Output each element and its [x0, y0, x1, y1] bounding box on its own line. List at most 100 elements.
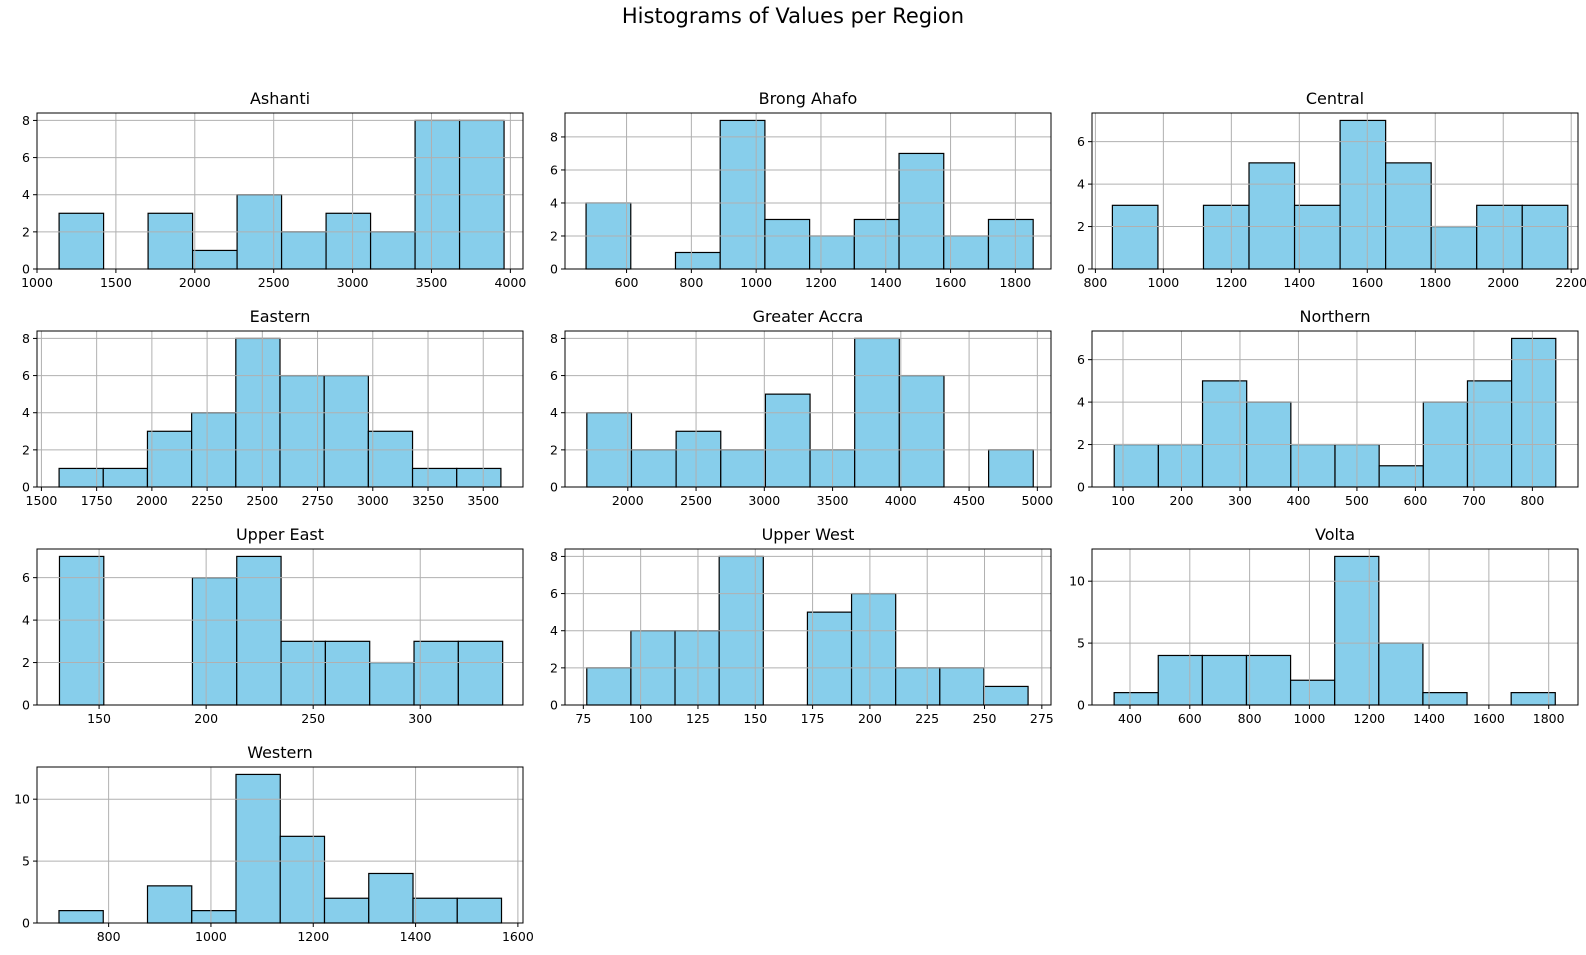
x-tick-label: 4000: [494, 275, 526, 290]
x-tick-label: 200: [1170, 493, 1194, 508]
histogram-bar: [368, 872, 414, 924]
x-tick-label: 3500: [817, 493, 849, 508]
y-tick-label: 0: [550, 698, 558, 713]
x-tick-label: 250: [301, 711, 325, 726]
x-tick-label: 500: [1345, 493, 1369, 508]
x-tick-label: 1200: [1353, 711, 1385, 726]
histogram-bar: [1113, 692, 1159, 706]
x-tick-label: 3250: [412, 493, 444, 508]
y-tick-label: 10: [14, 792, 30, 807]
x-tick-label: 600: [615, 275, 639, 290]
y-tick-label: 2: [1077, 219, 1085, 234]
histogram-bar: [413, 640, 459, 706]
histogram-bar: [102, 467, 149, 488]
x-tick-label: 1600: [1473, 711, 1505, 726]
axes-frame: [36, 112, 524, 270]
axes-frame: [1091, 548, 1579, 706]
y-tick-label: 2: [1077, 437, 1085, 452]
y-tick-label: 0: [22, 916, 30, 931]
x-tick-label: 800: [679, 275, 703, 290]
y-tick-label: 0: [22, 698, 30, 713]
histogram-bar: [1201, 654, 1248, 706]
histogram-bar: [1290, 443, 1336, 488]
y-tick-label: 2: [22, 655, 30, 670]
x-tick-label: 2250: [191, 493, 223, 508]
histogram-bar: [898, 152, 945, 270]
x-tick-label: 100: [629, 711, 653, 726]
y-tick-label: 8: [550, 549, 558, 564]
axes-frame: [564, 112, 1052, 270]
histogram-bar: [1293, 204, 1341, 270]
histogram-bar: [411, 467, 458, 488]
x-tick-label: 150: [87, 711, 111, 726]
histogram-bar: [280, 640, 326, 706]
panel-title: Eastern: [250, 307, 311, 326]
histogram-bar: [146, 885, 193, 924]
x-tick-label: 1800: [999, 275, 1031, 290]
histogram-bar: [235, 773, 281, 924]
histogram-bar: [1339, 119, 1387, 270]
x-tick-label: 1400: [1283, 275, 1315, 290]
panel-title: Upper East: [236, 525, 324, 544]
axes-frame: [564, 548, 1052, 706]
x-tick-label: 300: [1228, 493, 1252, 508]
y-tick-label: 6: [22, 570, 30, 585]
y-tick-label: 4: [1077, 177, 1085, 192]
y-tick-label: 0: [550, 262, 558, 277]
histogram-bar: [675, 430, 722, 488]
x-tick-label: 300: [408, 711, 432, 726]
x-tick-label: 250: [973, 711, 997, 726]
panel-title: Ashanti: [250, 89, 310, 108]
histogram-panel: Ashanti 1000 1500 2000 2500 3000 3500 4000 0 2 4 6 8: [21, 89, 526, 290]
panel-title: Central: [1306, 89, 1364, 108]
histogram-bar: [720, 449, 767, 488]
histogram-bar: [1378, 465, 1424, 488]
histogram-bar: [1476, 204, 1523, 270]
x-tick-label: 3500: [416, 275, 448, 290]
histogram-bar: [895, 667, 941, 706]
histogram-bar: [367, 430, 414, 488]
histogram-panel: Upper West 75 100 125 150 175 200 225 250 275 0 2 4 6…: [550, 525, 1054, 726]
histogram-bar: [58, 555, 105, 706]
histogram-bar: [764, 218, 811, 270]
y-tick-label: 8: [550, 129, 558, 144]
histogram-panel: Eastern 1500 1750 2000 2250 2500 2750 3000 3250 3…: [22, 307, 524, 508]
figure-title: Histograms of Values per Region: [621, 4, 965, 28]
histogram-bar: [1201, 380, 1248, 488]
histogram-bar: [369, 661, 415, 706]
histogram-bar: [1111, 204, 1159, 270]
axes-frame: [1091, 330, 1579, 488]
x-tick-label: 700: [1462, 493, 1486, 508]
y-tick-label: 8: [22, 113, 30, 128]
y-tick-label: 4: [22, 405, 30, 420]
histogram-bar: [323, 897, 370, 924]
histogram-bar: [674, 251, 721, 270]
y-tick-label: 6: [22, 368, 30, 383]
axes-frame: [564, 330, 1052, 488]
x-tick-label: 1400: [870, 275, 902, 290]
y-tick-label: 8: [550, 331, 558, 346]
histogram-bar: [323, 374, 369, 488]
x-tick-label: 2500: [246, 493, 278, 508]
y-tick-label: 10: [1069, 574, 1085, 589]
x-tick-label: 200: [858, 711, 882, 726]
x-tick-label: 3000: [337, 275, 369, 290]
x-tick-label: 225: [915, 711, 939, 726]
x-tick-label: 1200: [1215, 275, 1247, 290]
y-tick-label: 5: [1077, 636, 1085, 651]
y-tick-label: 6: [1077, 352, 1085, 367]
x-tick-label: 3000: [748, 493, 780, 508]
x-tick-label: 800: [97, 929, 121, 944]
histogram-bar: [191, 910, 237, 924]
histogram-bar: [1334, 555, 1380, 706]
y-tick-label: 8: [22, 331, 30, 346]
histogram-bar: [236, 555, 282, 706]
histogram-bar: [369, 231, 416, 270]
y-tick-label: 6: [550, 586, 558, 601]
x-tick-label: 600: [1403, 493, 1427, 508]
x-tick-label: 175: [801, 711, 825, 726]
y-tick-label: 0: [1077, 698, 1085, 713]
y-tick-label: 4: [550, 195, 558, 210]
histogram-bar: [1521, 204, 1569, 270]
